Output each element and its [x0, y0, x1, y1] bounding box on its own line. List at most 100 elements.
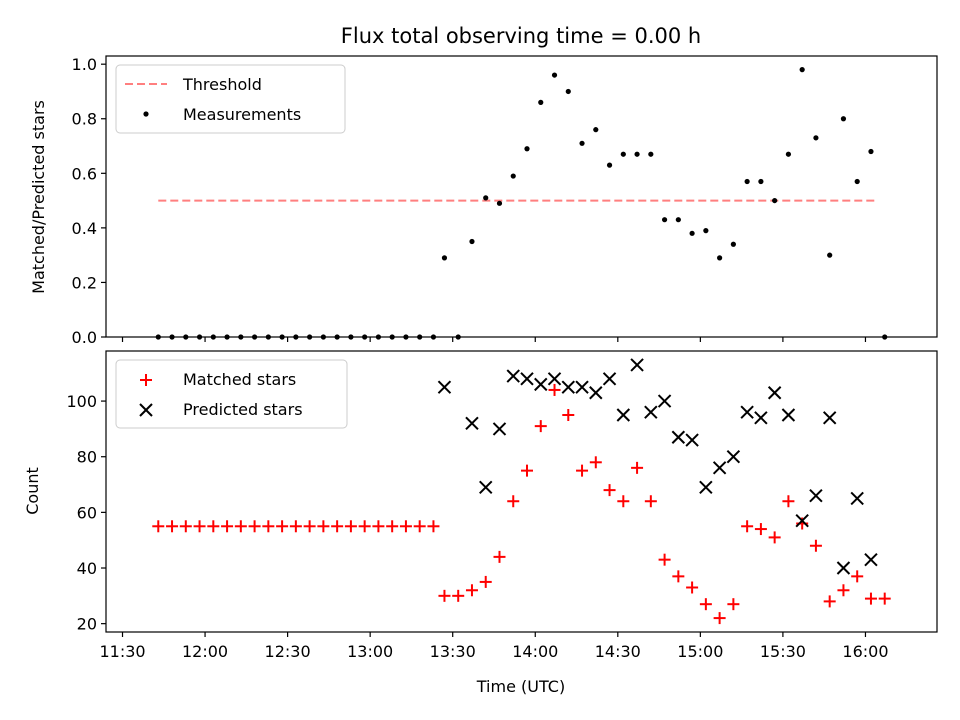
- measurement-point: [799, 67, 805, 73]
- measurement-point: [551, 72, 558, 78]
- bottom-x-tick-label: 13:30: [430, 642, 476, 661]
- top-axes-frame: [105, 55, 938, 338]
- top-y-axis-label: Matched/Predicted stars: [29, 100, 48, 294]
- matched-star-point: [782, 495, 795, 508]
- matched-star-point: [234, 520, 247, 533]
- legend-threshold-label: Threshold: [182, 75, 262, 94]
- matched-star-point: [179, 520, 192, 533]
- matched-star-point: [672, 570, 685, 583]
- top-y-tick-label: 1.0: [72, 55, 97, 74]
- matched-star-point: [207, 520, 220, 533]
- legend-measurements-label: Measurements: [183, 105, 301, 124]
- measurement-point: [730, 241, 736, 247]
- matched-star-point: [878, 592, 891, 605]
- matched-star-point: [534, 420, 547, 433]
- matched-star-point: [479, 575, 492, 588]
- predicted-star-point: [795, 514, 809, 528]
- measurement-point: [703, 228, 709, 234]
- matched-star-point: [358, 520, 371, 533]
- measurement-point: [854, 178, 860, 185]
- matched-star-point: [493, 550, 506, 563]
- top-marks: [155, 67, 888, 340]
- matched-star-point: [438, 589, 451, 602]
- matched-star-point: [221, 520, 234, 533]
- predicted-star-point: [465, 416, 479, 431]
- matched-star-point: [713, 612, 726, 625]
- bottom-x-tick-label: 13:00: [347, 642, 393, 661]
- matched-star-point: [521, 464, 534, 477]
- matched-star-point: [864, 592, 877, 605]
- matched-star-point: [166, 520, 179, 533]
- bottom-x-tick-label: 15:30: [760, 642, 806, 661]
- matched-star-point: [386, 520, 399, 533]
- measurement-point: [510, 173, 516, 179]
- measurement-point: [565, 88, 571, 95]
- predicted-star-point: [589, 386, 603, 400]
- top-legend-box: [115, 64, 346, 134]
- predicted-star-point: [809, 488, 823, 503]
- measurement-point: [538, 99, 544, 105]
- predicted-star-point: [657, 394, 672, 408]
- measurement-point: [593, 127, 599, 133]
- measurement-point: [661, 217, 668, 223]
- measurement-point: [827, 252, 833, 258]
- matched-star-point: [289, 520, 302, 533]
- bottom-x-tick-label: 12:00: [182, 642, 228, 661]
- top-y-ticks: 0.0 0.2 0.4 0.6 0.8 1.0: [72, 55, 106, 347]
- bottom-marks: [152, 358, 891, 625]
- matched-star-point: [617, 495, 630, 508]
- matched-star-point: [248, 520, 261, 533]
- matched-star-point: [809, 539, 822, 552]
- bottom-x-tick-label: 12:30: [265, 642, 311, 661]
- matched-star-point: [303, 520, 316, 533]
- matched-star-point: [344, 520, 357, 533]
- x-axis-label: Time (UTC): [476, 677, 565, 696]
- top-y-tick-label: 0.0: [72, 328, 97, 347]
- measurement-point: [744, 178, 750, 185]
- matched-star-point: [548, 383, 561, 396]
- measurement-point: [840, 116, 847, 122]
- measurement-point: [717, 255, 723, 261]
- bottom-x-tick-label: 11:30: [99, 642, 145, 661]
- matched-star-point: [276, 520, 289, 533]
- matched-star-point: [262, 520, 275, 533]
- predicted-star-point: [699, 480, 713, 495]
- predicted-star-point: [492, 422, 507, 436]
- matched-star-point: [603, 484, 616, 497]
- predicted-star-point: [561, 380, 575, 394]
- predicted-star-point: [616, 408, 631, 422]
- measurement-point: [689, 230, 695, 236]
- matched-star-point: [768, 531, 781, 544]
- matched-star-point: [754, 523, 767, 536]
- legend-measurements-swatch: [143, 111, 149, 117]
- predicted-star-point: [575, 380, 589, 394]
- measurement-point: [606, 162, 613, 168]
- matched-star-point: [699, 598, 712, 611]
- chart-title: Flux total observing time = 0.00 h: [341, 24, 701, 48]
- predicted-star-point: [547, 372, 562, 386]
- matched-star-point: [631, 461, 644, 474]
- legend-predicted-swatch: [139, 403, 153, 417]
- measurement-point: [496, 200, 503, 206]
- bottom-x-tick-label: 14:00: [512, 642, 558, 661]
- top-y-tick-label: 0.8: [72, 110, 97, 129]
- measurement-point: [772, 197, 778, 204]
- predicted-star-point: [740, 405, 754, 419]
- measurement-point: [441, 255, 448, 261]
- top-y-tick-label: 0.6: [72, 164, 97, 183]
- top-y-tick-label: 0.4: [72, 219, 97, 238]
- matched-star-point: [727, 598, 740, 611]
- matched-star-point: [562, 408, 575, 421]
- measurement-point: [785, 151, 792, 157]
- bottom-y-tick-label: 100: [66, 392, 97, 411]
- matched-star-point: [413, 520, 426, 533]
- matched-star-point: [644, 495, 657, 508]
- measurement-point: [675, 217, 681, 223]
- bottom-y-tick-label: 80: [77, 448, 97, 467]
- bottom-legend: Matched stars Predicted stars: [115, 359, 348, 429]
- predicted-star-point: [767, 386, 782, 400]
- matched-star-point: [427, 520, 440, 533]
- bottom-y-tick-label: 60: [77, 503, 97, 522]
- measurement-point: [868, 148, 874, 155]
